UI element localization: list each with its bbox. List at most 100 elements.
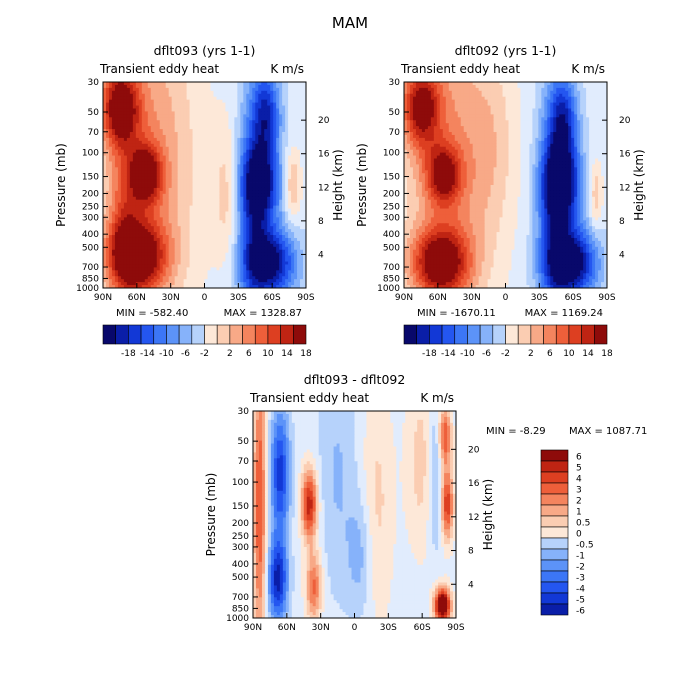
field-cell [240, 164, 244, 168]
field-cell [213, 202, 217, 206]
field-cell [297, 237, 301, 242]
field-cell [258, 105, 262, 109]
field-cell [300, 258, 304, 262]
field-cell [141, 170, 146, 174]
field-cell [303, 237, 307, 242]
field-cell [300, 161, 304, 165]
field-cell [135, 255, 140, 259]
field-cell [243, 114, 247, 118]
field-cell [138, 90, 143, 95]
field-cell [120, 82, 125, 86]
field-cell [288, 152, 292, 156]
field-cell [132, 217, 137, 221]
field-cell [183, 161, 187, 165]
field-cell [171, 258, 176, 262]
field-cell [234, 232, 238, 236]
field-cell [135, 82, 140, 86]
field-cell [198, 235, 202, 239]
field-cell [189, 190, 193, 195]
field-cell [237, 105, 241, 109]
field-cell [174, 214, 179, 218]
field-cell [207, 279, 211, 283]
field-cell [267, 190, 271, 195]
field-cell [123, 176, 128, 180]
field-cell [249, 187, 253, 192]
field-cell [243, 246, 247, 251]
field-cell [171, 149, 176, 154]
field-cell [177, 176, 182, 180]
field-cell [111, 226, 116, 230]
field-cell [117, 129, 122, 133]
field-cell [297, 152, 301, 156]
field-cell [105, 240, 110, 245]
field-cell [258, 185, 262, 189]
field-cell [285, 108, 289, 112]
field-cell [261, 173, 265, 177]
field-cell [297, 229, 301, 233]
field-cell [282, 161, 286, 165]
field-cell [276, 137, 280, 142]
field-cell [294, 273, 298, 277]
field-cell [258, 217, 262, 221]
field-cell [198, 246, 202, 251]
field-cell [252, 187, 256, 192]
field-cell [303, 229, 307, 233]
field-cell [267, 111, 271, 115]
field-cell [264, 237, 268, 242]
field-cell [123, 140, 128, 145]
field-cell [282, 208, 286, 212]
field-cell [156, 276, 161, 280]
field-cell [249, 137, 253, 142]
field-cell [156, 208, 161, 212]
field-cell [261, 134, 265, 139]
field-cell [297, 240, 301, 245]
field-cell [174, 193, 179, 198]
field-cell [111, 108, 116, 112]
field-cell [156, 232, 161, 236]
field-cell [264, 96, 268, 101]
field-cell [234, 84, 238, 89]
field-cell [252, 208, 256, 212]
field-cell [261, 270, 265, 274]
field-cell [165, 102, 170, 106]
field-cell [303, 187, 307, 192]
field-cell [153, 226, 158, 230]
field-cell [288, 93, 292, 98]
field-cell [252, 158, 256, 162]
field-cell [132, 179, 137, 183]
field-cell [150, 205, 155, 209]
field-cell [105, 123, 110, 127]
field-cell [186, 167, 190, 171]
field-cell [225, 84, 229, 89]
field-cell [285, 173, 289, 177]
field-cell [454, 82, 459, 86]
field-cell [141, 129, 146, 133]
field-cell [108, 120, 113, 124]
field-cell [168, 120, 173, 124]
field-cell [502, 84, 506, 89]
field-cell [252, 214, 256, 218]
field-cell [255, 84, 259, 89]
field-cell [103, 111, 107, 115]
field-cell [225, 267, 229, 271]
field-cell [150, 93, 155, 98]
field-cell [117, 161, 122, 165]
field-cell [120, 211, 125, 215]
field-cell [288, 123, 292, 127]
field-cell [577, 82, 581, 86]
field-cell [138, 108, 143, 112]
field-cell [111, 182, 116, 186]
field-cell [177, 232, 182, 236]
field-cell [103, 193, 107, 198]
field-cell [162, 185, 167, 189]
field-cell [135, 129, 140, 133]
field-cell [288, 270, 292, 274]
field-cell [297, 143, 301, 148]
field-cell [231, 258, 235, 262]
field-cell [204, 164, 208, 168]
field-cell [159, 246, 164, 251]
field-cell [165, 132, 170, 136]
field-cell [213, 199, 217, 204]
field-cell [132, 117, 137, 121]
field-cell [123, 205, 128, 209]
